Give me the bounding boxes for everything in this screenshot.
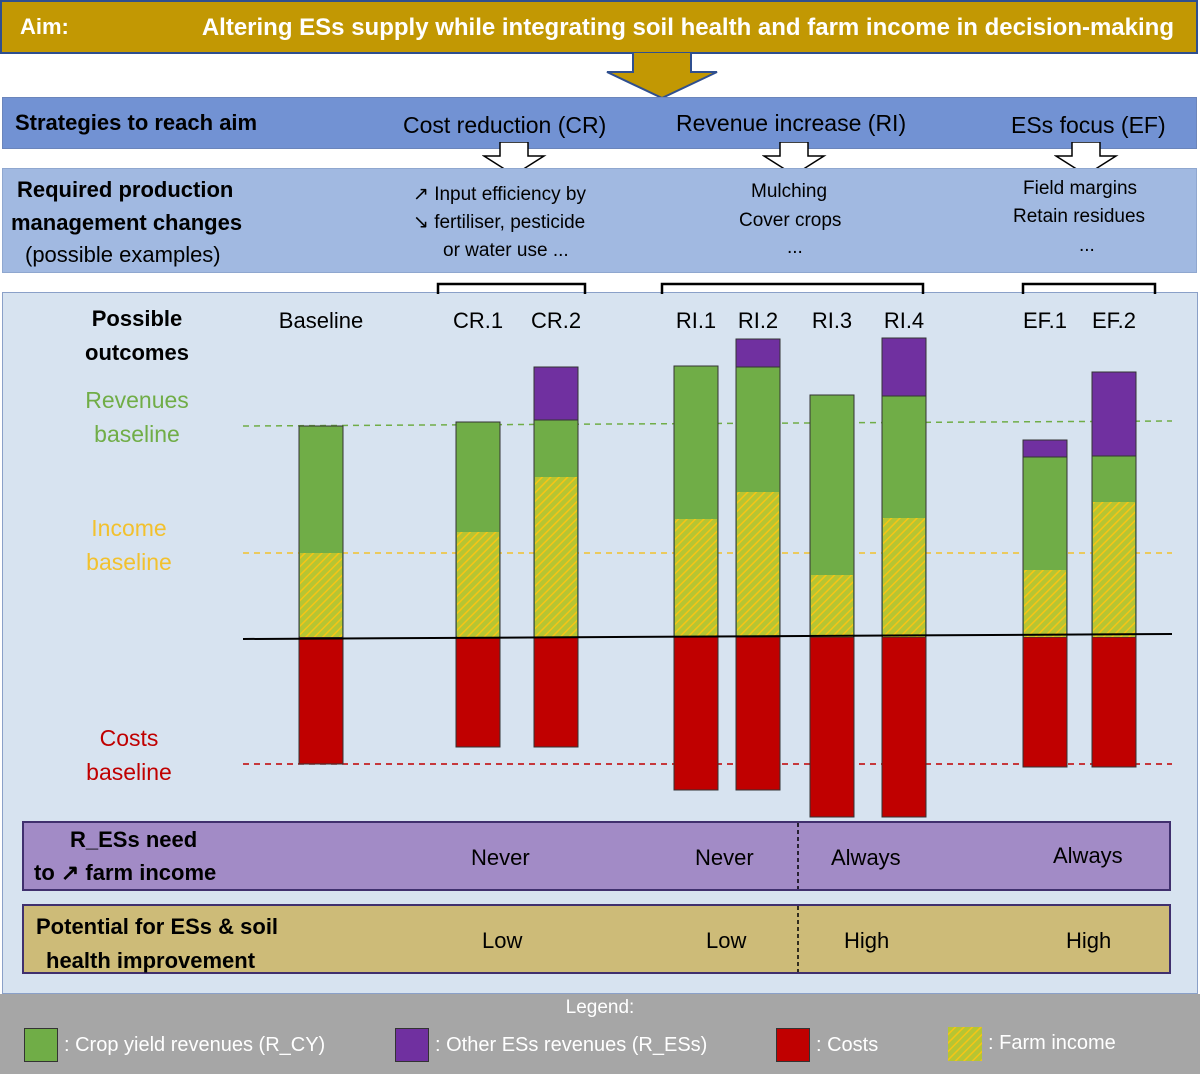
category-label-RI.2: RI.2 — [738, 308, 778, 333]
legend-income-label: : Farm income — [988, 1032, 1116, 1054]
category-label-CR.2: CR.2 — [531, 308, 581, 333]
bar-costs-CR.1 — [455, 636, 501, 748]
bar-other-EF.1 — [1022, 439, 1068, 458]
potential-row: Potential for ESs & soil health improvem… — [22, 904, 1171, 974]
strategy-cr: Cost reduction (CR) — [403, 112, 607, 138]
down-arrow-icon — [606, 52, 718, 100]
bar-income-EF.2 — [1093, 502, 1135, 637]
bar-costs-Baseline — [298, 636, 344, 765]
arrow-down-icon — [762, 142, 827, 176]
bar-other-RI.2 — [735, 338, 781, 368]
legend-other-label: : Other ESs revenues (R_ESs) — [435, 1034, 708, 1056]
potential-ri-low: Low — [706, 928, 747, 953]
costs-baseline-line2: baseline — [86, 759, 172, 785]
legend-swatch-other — [395, 1028, 429, 1062]
bar-other-EF.2 — [1091, 371, 1137, 457]
res-need-row: R_ESs need to ↗ farm income Never Never … — [22, 821, 1171, 891]
strategies-row: Strategies to reach aim Cost reduction (… — [2, 97, 1197, 149]
bar-costs-RI.4 — [881, 636, 927, 818]
revenues-baseline-line2: baseline — [94, 421, 180, 447]
costs-baseline-line1: Costs — [99, 725, 159, 751]
ef-change-line3: ... — [1079, 235, 1095, 256]
bar-costs-CR.2 — [533, 636, 579, 748]
potential-label-line2: health improvement — [46, 948, 256, 973]
legend-crop-label: : Crop yield revenues (R_CY) — [64, 1034, 326, 1056]
ri-change-line1: Mulching — [751, 181, 828, 202]
revenues-baseline-line1: Revenues — [85, 387, 189, 413]
res-need-ri-low: Never — [695, 845, 754, 870]
category-label-Baseline: Baseline — [279, 308, 363, 333]
ri-change-line3: ... — [787, 237, 803, 258]
potential-ri-high: High — [844, 928, 890, 953]
res-need-label-line2: to ↗ farm income — [34, 860, 217, 885]
outcomes-title-line1: Possible — [91, 306, 183, 331]
strategy-ef: ESs focus (EF) — [1011, 112, 1166, 138]
potential-ef: High — [1066, 928, 1112, 953]
category-label-CR.1: CR.1 — [453, 308, 503, 333]
arrow-down-icon — [482, 142, 547, 176]
bracket-cr — [436, 282, 587, 294]
category-label-RI.4: RI.4 — [884, 308, 924, 333]
aim-bar: Aim: Altering ESs supply while integrati… — [0, 0, 1198, 54]
legend-costs-label: : Costs — [816, 1034, 879, 1056]
divider — [797, 906, 799, 972]
arrow-down-icon — [1054, 142, 1119, 176]
res-need-ri-high: Always — [831, 845, 901, 870]
ri-change-line2: Cover crops — [739, 210, 842, 231]
bar-other-CR.2 — [533, 366, 579, 421]
bar-costs-EF.2 — [1091, 636, 1137, 768]
bar-income-RI.3 — [811, 575, 853, 637]
required-label-line1: Required production — [17, 177, 234, 202]
bar-income-RI.2 — [737, 492, 779, 637]
cr-change-line1: ↗ Input efficiency by — [413, 184, 586, 205]
aim-label: Aim: — [20, 14, 69, 39]
required-label-line3: (possible examples) — [25, 242, 221, 267]
legend-title: Legend: — [565, 997, 635, 1018]
category-label-EF.2: EF.2 — [1092, 308, 1136, 333]
bar-income-RI.1 — [675, 519, 717, 637]
cr-change-line3: or water use ... — [443, 240, 569, 261]
bracket-ef — [1021, 282, 1157, 294]
category-label-RI.3: RI.3 — [812, 308, 852, 333]
ef-change-line2: Retain residues — [1013, 206, 1146, 227]
bar-income-RI.4 — [883, 518, 925, 637]
bar-costs-RI.2 — [735, 636, 781, 791]
bar-other-RI.4 — [881, 337, 927, 397]
res-need-label-line1: R_ESs need — [70, 827, 198, 852]
bar-costs-RI.3 — [809, 636, 855, 818]
bracket-ri — [660, 282, 925, 294]
ef-change-line1: Field margins — [1023, 178, 1138, 199]
zero-line — [242, 633, 1173, 640]
income-baseline-line2: baseline — [86, 549, 172, 575]
res-need-ef: Always — [1053, 843, 1123, 868]
strategy-ri: Revenue increase (RI) — [676, 110, 907, 136]
bar-costs-EF.1 — [1022, 636, 1068, 768]
bar-costs-RI.1 — [673, 636, 719, 791]
bar-income-Baseline — [300, 553, 342, 637]
res-need-cr: Never — [471, 845, 530, 870]
legend: Legend: : Crop yield revenues (R_CY) : O… — [0, 994, 1200, 1074]
legend-swatch-costs — [776, 1028, 810, 1062]
strategies-label: Strategies to reach aim — [15, 110, 258, 135]
group-brackets — [436, 282, 1157, 294]
aim-text: Altering ESs supply while integrating so… — [201, 14, 1174, 41]
legend-swatch-income — [948, 1027, 982, 1061]
bar-income-CR.2 — [535, 477, 577, 637]
legend-swatch-crop — [24, 1028, 58, 1062]
potential-cr: Low — [482, 928, 523, 953]
cr-change-line2: ↘ fertiliser, pesticide — [413, 212, 586, 233]
income-baseline-line1: Income — [91, 515, 167, 541]
bar-income-EF.1 — [1024, 570, 1066, 637]
required-changes-row: Required production management changes (… — [2, 168, 1197, 273]
category-label-EF.1: EF.1 — [1023, 308, 1067, 333]
outcomes-title-line2: outcomes — [85, 340, 189, 365]
divider — [797, 823, 799, 889]
bar-income-CR.1 — [457, 532, 499, 637]
potential-label-line1: Potential for ESs & soil — [36, 914, 279, 939]
category-label-RI.1: RI.1 — [676, 308, 716, 333]
required-label-line2: management changes — [11, 210, 243, 235]
